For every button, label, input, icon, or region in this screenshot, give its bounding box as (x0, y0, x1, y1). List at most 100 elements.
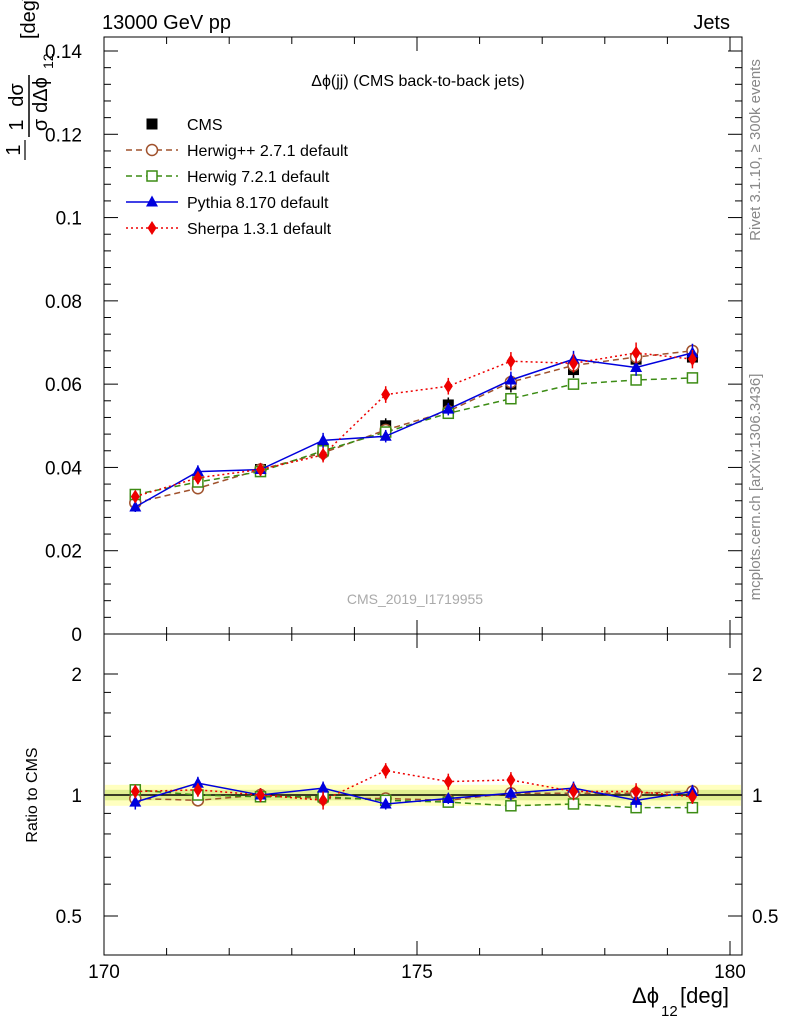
data-point (130, 489, 140, 504)
ratio-y-tick-label-right: 0.5 (752, 907, 778, 928)
y-label-frac-num: 1 (6, 119, 28, 130)
legend-entry: Herwig 7.2.1 default (126, 169, 330, 186)
data-point (687, 789, 697, 804)
data-point (504, 786, 517, 798)
data-point (506, 772, 516, 787)
svg-text:Δϕ: Δϕ (632, 983, 659, 1008)
legend-marker (146, 195, 158, 207)
series-line (135, 377, 693, 496)
main-series (129, 342, 699, 512)
y-axis-label: 1 (3, 140, 26, 160)
data-point (567, 378, 580, 390)
y-tick-label: 0.12 (45, 125, 82, 146)
ratio-y-tick-label: 2 (71, 665, 82, 686)
legend-label: Pythia 8.170 default (187, 195, 329, 212)
x-tick-label: 170 (88, 962, 120, 983)
data-point (687, 352, 697, 367)
legend-marker (146, 118, 158, 130)
energy-label: 13000 GeV pp (102, 12, 231, 34)
data-point (567, 798, 580, 810)
data-point (318, 793, 328, 808)
data-point (193, 470, 203, 485)
data-point (317, 781, 330, 793)
series-sherpa-1-3-1-default (130, 342, 697, 504)
data-point (191, 776, 204, 788)
y-label-unit: [deg (18, 0, 40, 39)
series-line (135, 350, 693, 504)
data-point (506, 354, 516, 369)
data-point (686, 801, 699, 814)
legend-marker (145, 143, 159, 157)
ratio-axes: 0.5 0.5 1 1 2 2 170 175 180 (56, 634, 778, 983)
ratio-y-tick-label: 1 (71, 786, 82, 807)
data-point (193, 782, 203, 797)
data-point (442, 402, 455, 414)
ratio-y-tick-label-right: 1 (752, 786, 763, 807)
series-line (135, 790, 693, 802)
series-line (135, 782, 693, 805)
data-point (630, 374, 642, 386)
series-pythia-8-170-default (129, 343, 699, 512)
data-point (443, 379, 453, 394)
data-point (130, 784, 140, 799)
svg-text:1: 1 (3, 144, 25, 155)
ratio-series (129, 763, 699, 814)
data-point (256, 788, 265, 802)
data-point (630, 360, 643, 372)
svg-text:[deg]: [deg] (680, 983, 729, 1008)
data-point (381, 763, 391, 778)
y-label-frac-den: σ (30, 118, 52, 131)
legend: CMS Herwig++ 2.7.1 default Herwig 7.2.1 de… (126, 117, 349, 238)
data-point (379, 429, 392, 441)
ratio-axis-label: Ratio to CMS (24, 747, 41, 842)
y-label-d-den-sub: 12 (40, 53, 56, 69)
data-point (381, 387, 391, 402)
data-point (569, 356, 578, 371)
ratio-panel: 0.5 0.5 1 1 2 2 170 175 180 (56, 633, 778, 983)
y-label-d-num: dσ (6, 83, 28, 107)
ratio-y-tick-label: 0.5 (56, 907, 82, 928)
data-point (686, 372, 699, 384)
y-tick-label: 0.04 (45, 458, 82, 479)
ratio-y-tick-label-right: 2 (752, 665, 763, 686)
legend-label: Herwig++ 2.7.1 default (187, 143, 349, 160)
data-point (442, 792, 455, 804)
data-point (318, 447, 328, 462)
y-label-unit-sup: -1 (13, 0, 29, 1)
y-tick-label: 0 (71, 625, 82, 646)
data-point (129, 795, 142, 807)
series-line (134, 352, 693, 508)
data-point (317, 433, 330, 445)
legend-entry: Herwig++ 2.7.1 default (126, 143, 349, 160)
data-point (129, 500, 142, 512)
svg-text:12: 12 (661, 1003, 678, 1020)
y-tick-label: 0.08 (45, 292, 82, 313)
data-point (379, 797, 392, 809)
data-point (505, 800, 517, 812)
y-tick-label: 0.1 (56, 209, 82, 230)
data-point (631, 345, 641, 360)
data-point (631, 784, 641, 799)
legend-marker (147, 221, 157, 235)
series-line (135, 352, 693, 498)
legend-marker (146, 170, 158, 182)
y-tick-label: 0.02 (45, 542, 82, 563)
watermark: CMS_2019_I1719955 (347, 591, 483, 607)
plot-title: Δϕ(jj) (CMS back-to-back jets) (311, 73, 524, 90)
y-label-d-den: dΔϕ (30, 77, 52, 113)
process-label: Jets (693, 12, 730, 34)
series-herwig-7-2-1-default (129, 372, 699, 501)
data-point (569, 784, 578, 799)
y-tick-label: 0.06 (45, 375, 82, 396)
x-tick-label: 175 (401, 962, 433, 983)
main-panel: 0 0.02 0.04 0.06 0.08 0.1 0.12 0.14 Δϕ(jj) (CMS… (45, 36, 743, 646)
legend-label: Herwig 7.2.1 default (187, 169, 330, 186)
data-point (191, 465, 204, 477)
legend-label: Sherpa 1.3.1 default (187, 221, 332, 238)
data-point (256, 462, 265, 477)
series-herwig-2-7-1-default (129, 344, 699, 510)
series-cms (129, 348, 698, 505)
